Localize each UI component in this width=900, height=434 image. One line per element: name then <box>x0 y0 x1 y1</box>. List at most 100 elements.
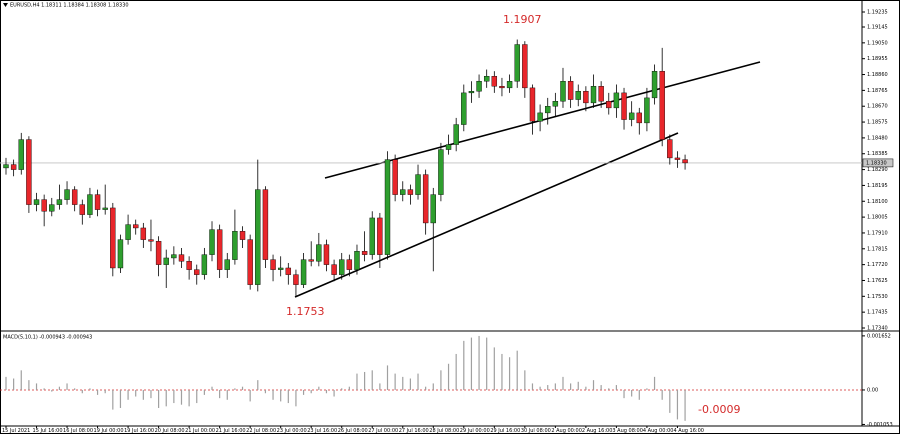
candle-body <box>270 259 276 270</box>
x-tick-label: 3 Aug 08:00 <box>612 428 643 434</box>
y-tick-label: 1.18385 <box>867 151 888 157</box>
candle-body <box>514 44 520 82</box>
x-tick-label: 2 Aug 16:00 <box>582 428 613 434</box>
macd-bar <box>219 389 221 399</box>
y-tick-label: 1.17720 <box>867 262 888 268</box>
candle-body <box>247 239 253 285</box>
candle-body <box>468 91 475 94</box>
x-tick-label: 30 Jul 08:00 <box>521 428 551 434</box>
macd-bar <box>425 386 427 390</box>
macd-bar <box>684 389 686 421</box>
macd-bar <box>417 373 419 390</box>
candle-body <box>438 149 444 195</box>
x-tick-label: 16 Jul 08:00 <box>63 428 93 434</box>
y-tick-label: -0.001053 <box>867 422 893 428</box>
candle-body <box>400 189 406 195</box>
candle-body <box>590 86 597 104</box>
candle-body <box>384 159 391 255</box>
y-tick-label: 1.18765 <box>867 88 888 94</box>
macd-bar <box>531 383 534 390</box>
macd-bar <box>516 350 518 390</box>
macd-bar <box>608 388 610 390</box>
candle-body <box>140 227 147 240</box>
candle-body <box>506 81 513 89</box>
y-tick-label: 1.18480 <box>867 135 888 141</box>
macd-bar <box>28 380 30 390</box>
candle-body <box>667 139 673 159</box>
candle-body <box>369 217 375 255</box>
y-tick-label: 1.18100 <box>867 199 888 205</box>
candle-body <box>461 92 467 125</box>
candle-body <box>18 139 24 170</box>
macd-bar <box>249 389 251 402</box>
x-tick-label: 15 Jul 2021 <box>2 428 30 434</box>
y-tick-label: 1.17340 <box>867 325 888 331</box>
candle-body <box>606 101 612 109</box>
macd-bar <box>615 385 617 390</box>
candle-body <box>422 174 429 224</box>
macd-bar <box>440 370 442 390</box>
candle-body <box>277 267 284 270</box>
y-tick-label: 1.17530 <box>867 294 888 300</box>
candle-body <box>125 224 131 240</box>
annotation: 1.1753 <box>286 305 325 318</box>
macd-bar <box>318 386 320 390</box>
macd-bar <box>493 347 495 390</box>
candle-body <box>331 264 337 275</box>
macd-bar <box>13 378 15 390</box>
x-tick-label: 4 Aug 16:00 <box>673 428 704 434</box>
macd-bar <box>226 389 228 400</box>
candle-body <box>87 194 93 215</box>
price-label: 1.18330 <box>866 160 887 166</box>
macd-bar <box>302 389 305 395</box>
macd-bar <box>35 383 38 390</box>
chart-title: EURUSD,H4 1.18311 1.18384 1.18308 1.1833… <box>10 3 129 9</box>
candle-body <box>155 241 162 265</box>
candle-body <box>651 71 658 99</box>
candle-body <box>499 86 505 89</box>
x-tick-label: 23 Jul 00:00 <box>277 428 307 434</box>
candle-body <box>644 97 650 124</box>
macd-bar <box>455 353 457 390</box>
candle-body <box>361 251 368 255</box>
macd-bar <box>264 389 267 394</box>
macd-bar <box>669 389 671 413</box>
candle-body <box>163 257 169 265</box>
macd-bar <box>547 385 549 390</box>
x-tick-label: 23 Jul 16:00 <box>307 428 337 434</box>
candle-body <box>392 159 398 195</box>
x-tick-label: 29 Jul 16:00 <box>490 428 520 434</box>
candle-body <box>407 189 414 195</box>
candle-body <box>483 76 490 82</box>
candle-body <box>56 199 63 205</box>
x-tick-label: 15 Jul 16:00 <box>33 428 63 434</box>
candle-body <box>583 91 589 104</box>
x-tick-label: 19 Jul 16:00 <box>124 428 154 434</box>
macd-bar <box>562 376 564 390</box>
macd-bar <box>386 365 389 390</box>
x-tick-label: 20 Jul 08:00 <box>155 428 185 434</box>
macd-bar <box>89 388 91 390</box>
macd-bar <box>508 357 511 390</box>
macd-bar <box>203 389 205 395</box>
macd-bar <box>104 389 106 394</box>
candle-body <box>262 189 269 260</box>
candle-body <box>628 112 635 120</box>
price-label-box <box>862 158 894 168</box>
macd-bar <box>165 389 167 407</box>
macd-bar <box>188 389 190 407</box>
x-tick-label: 28 Jul 08:00 <box>429 428 459 434</box>
y-tick-label: 1.17435 <box>867 310 888 316</box>
candle-body <box>232 231 238 260</box>
y-tick-label: 1.17625 <box>867 278 888 284</box>
candle-body <box>186 261 192 270</box>
macd-bar <box>150 389 152 399</box>
macd-bar <box>66 383 68 390</box>
candle-body <box>194 269 200 275</box>
candle-body <box>33 199 40 205</box>
macd-bar <box>463 340 465 390</box>
candle-body <box>71 189 78 205</box>
macd-bar <box>43 388 45 390</box>
candle-body <box>178 254 185 262</box>
